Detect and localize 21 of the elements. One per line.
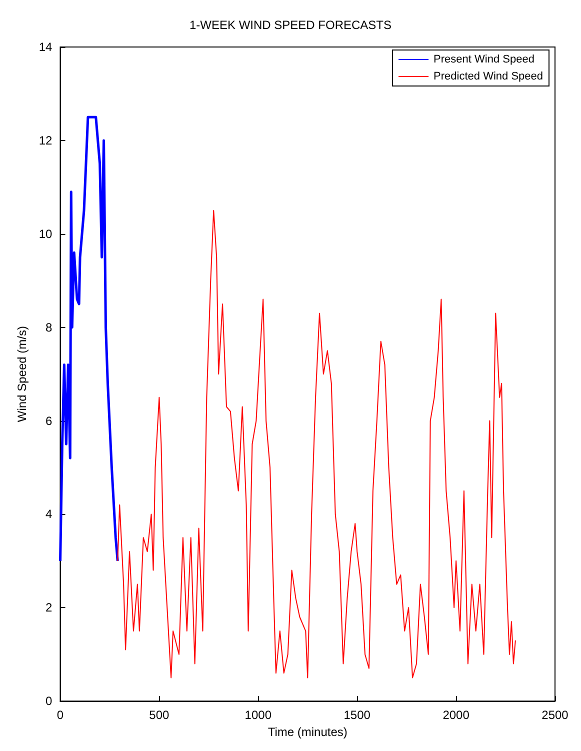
legend-label: Predicted Wind Speed [434,70,543,82]
line-series [117,210,516,678]
x-tick-label: 1500 [344,708,371,722]
y-tick-label: 2 [46,600,53,615]
line-series [59,116,119,562]
x-tick-label: 2500 [542,708,569,722]
y-axis-title: Wind Speed (m/s) [15,326,29,422]
x-tick-label: 500 [149,708,170,722]
x-axis-title: Time (minutes) [268,725,348,739]
y-tick-label: 6 [46,414,53,428]
y-tick-label: 12 [38,133,53,148]
x-tick-label: 2000 [442,708,470,722]
y-tick-label: 4 [46,507,53,522]
chart-title: 1-WEEK WIND SPEED FORECASTS [189,18,392,32]
y-tick-label: 10 [38,226,53,241]
y-tick-label: 8 [46,320,53,334]
x-tick-label: 0 [56,708,64,722]
y-tick-label: 0 [46,694,53,708]
legend-label: Present Wind Speed [434,54,534,66]
y-tick-label: 14 [38,40,53,54]
x-tick-label: 1000 [244,708,272,722]
